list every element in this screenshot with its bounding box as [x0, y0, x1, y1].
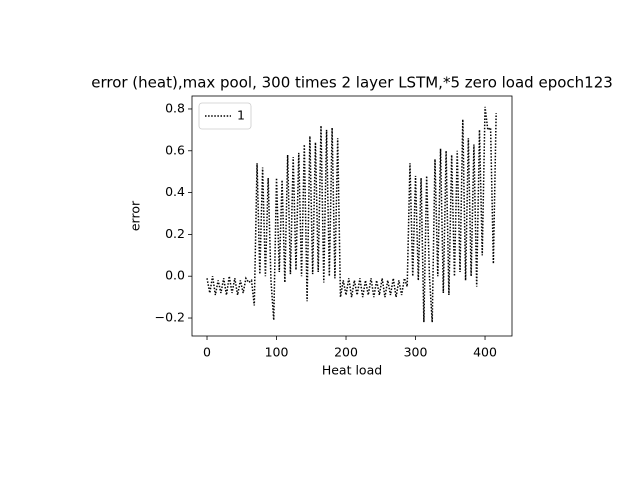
y-tick-label: 0.6 [165, 142, 185, 157]
x-tick-label: 300 [404, 345, 428, 360]
plot-frame [191, 95, 513, 337]
y-tick-label: 0.0 [165, 268, 185, 283]
x-tick-label: 100 [265, 345, 289, 360]
y-tick-label: 0.4 [165, 184, 185, 199]
x-axis-label: Heat load [322, 363, 382, 378]
chart-title: error (heat),max pool, 300 times 2 layer… [91, 74, 613, 92]
x-tick-label: 0 [203, 345, 211, 360]
y-tick-label: −0.2 [155, 310, 185, 325]
y-tick-label: 0.2 [165, 226, 185, 241]
line-series [206, 106, 497, 323]
legend-label: 1 [237, 108, 245, 123]
x-tick-label: 400 [473, 345, 497, 360]
y-axis-label: error [128, 200, 143, 231]
x-tick-label: 200 [334, 345, 358, 360]
y-tick-label: 0.8 [165, 100, 185, 115]
